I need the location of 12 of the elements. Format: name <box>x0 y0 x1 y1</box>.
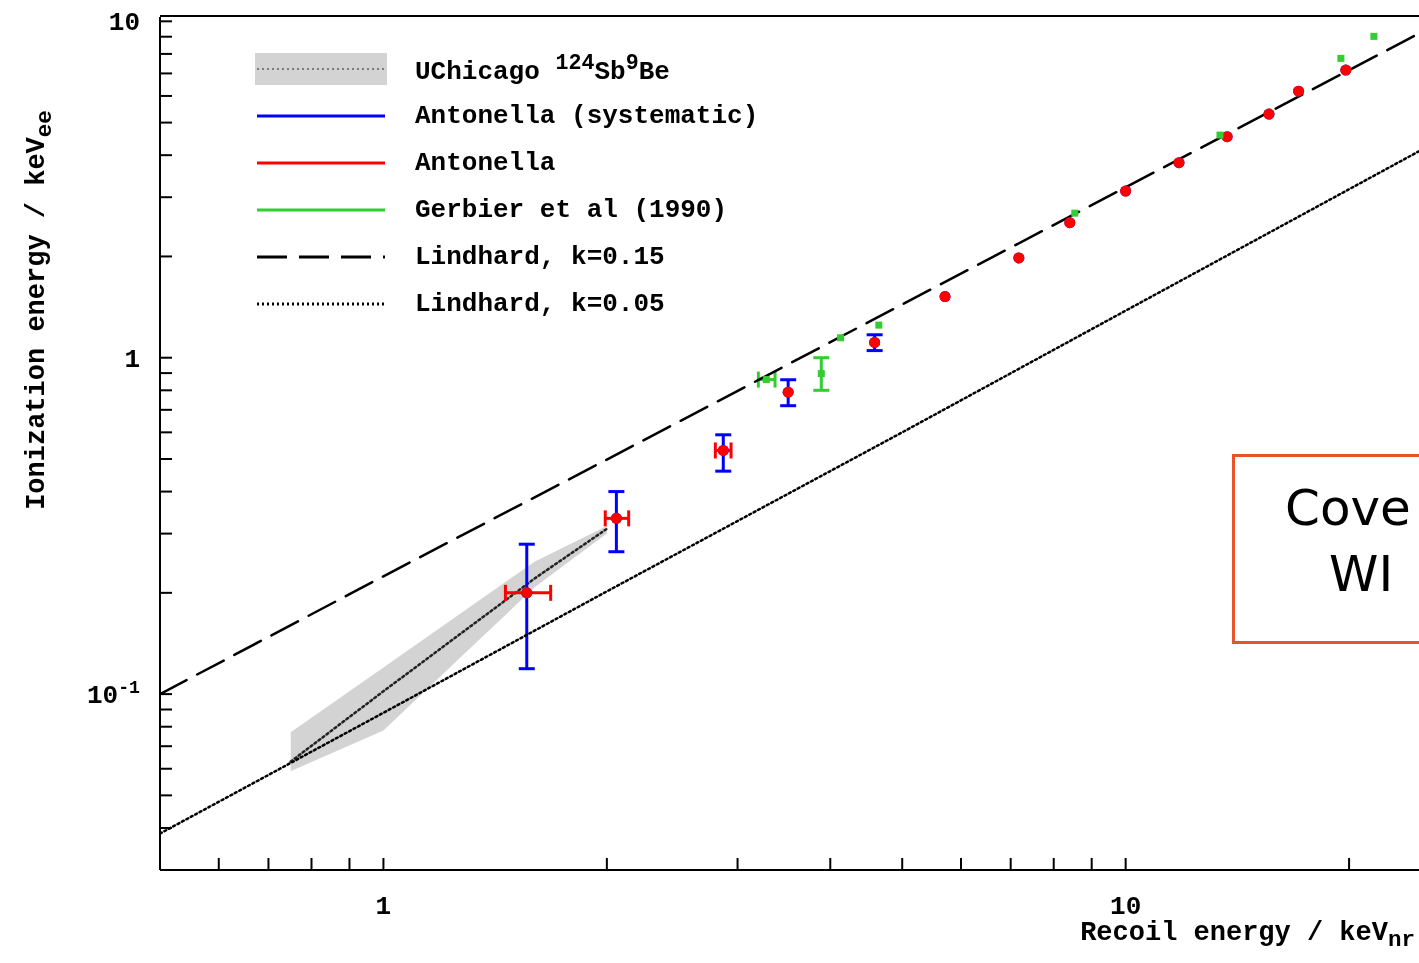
legend-label: UChicago $^{124}$Sb$^{9}$Be <box>415 50 670 87</box>
y-tick-label: 10 <box>108 8 140 39</box>
legend-label: Lindhard, k=0.05 <box>415 288 665 319</box>
y-tick-label: 10$^{-1}$ <box>86 678 141 712</box>
legend-label: Lindhard, k=0.15 <box>415 241 665 272</box>
legend-label: Antonella (systematic) <box>415 100 759 131</box>
annotation: Cove <box>1285 478 1412 539</box>
annotation: WI <box>1329 544 1395 605</box>
x-axis-title: Recoil energy / keV$_{nr}$ <box>1080 918 1415 954</box>
legend-label: Antonella <box>415 147 556 178</box>
y-tick-label: 1 <box>124 344 140 375</box>
legend-label: Gerbier et al (1990) <box>415 194 728 225</box>
